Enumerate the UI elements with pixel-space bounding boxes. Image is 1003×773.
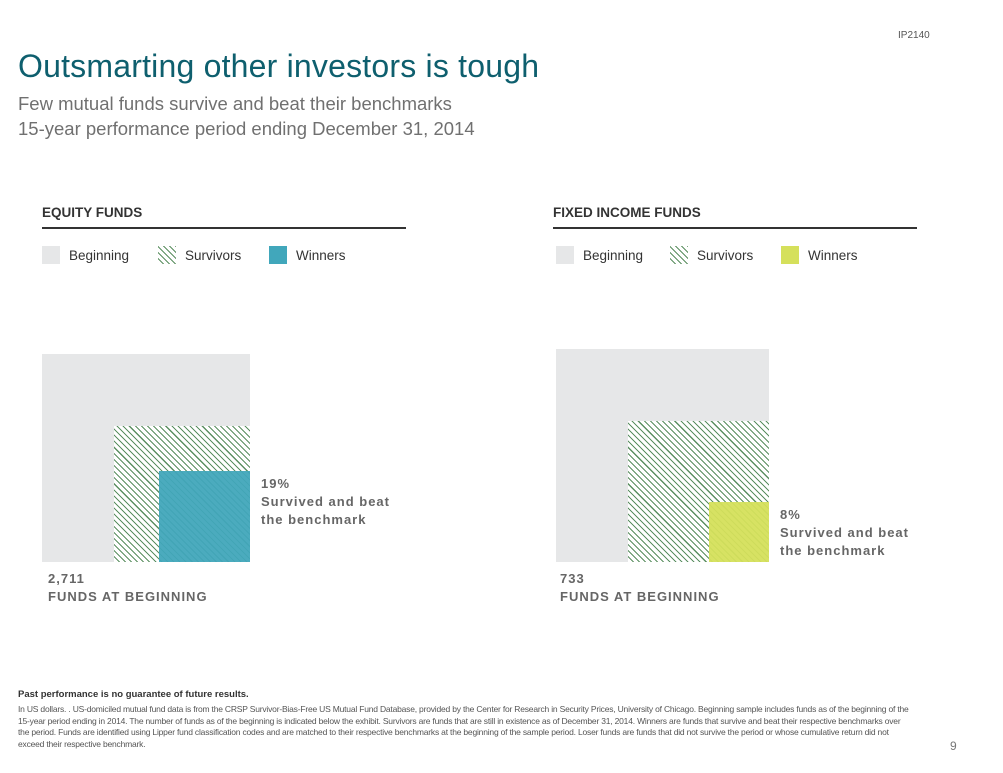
legend-label-beginning: Beginning	[583, 248, 644, 263]
slide-title: Outsmarting other investors is tough	[18, 48, 540, 84]
legend-label-winners: Winners	[296, 248, 346, 263]
fixed-income-panel-rule	[553, 227, 917, 229]
legend-swatch-survivors	[158, 246, 176, 264]
equity-funds-number: 2,711	[48, 571, 85, 586]
fixed-income-winners-text-2: the benchmark	[780, 542, 886, 558]
fixed-income-winners-text-1: Survived and beat	[780, 524, 909, 540]
equity-winners-square	[159, 471, 250, 562]
legend-label-beginning: Beginning	[69, 248, 130, 263]
page-number: 9	[950, 739, 957, 753]
equity-winners-pct: 19%	[261, 476, 291, 492]
equity-funds-label: FUNDS AT BEGINNING	[48, 589, 208, 604]
slide-subtitle-2: 15-year performance period ending Decemb…	[18, 118, 475, 139]
legend-swatch-winners	[781, 246, 799, 264]
legend-label-winners: Winners	[808, 248, 858, 263]
legend-swatch-winners	[269, 246, 287, 264]
legend-swatch-survivors	[670, 246, 688, 264]
fixed-income-winners-annotation: 8% Survived and beat the benchmark	[780, 506, 909, 560]
equity-winners-annotation: 19% Survived and beat the benchmark	[261, 475, 390, 529]
equity-panel-title: EQUITY FUNDS	[42, 205, 143, 220]
legend-swatch-beginning	[556, 246, 574, 264]
fixed-income-winners-square	[708, 501, 769, 562]
fixed-income-funds-number: 733	[560, 571, 585, 586]
fixed-income-winners-pct: 8%	[780, 506, 801, 522]
equity-funds-count: 2,711 FUNDS AT BEGINNING	[48, 570, 208, 606]
slide-code: IP2140	[898, 30, 930, 41]
footer-notes: In US dollars. . US-domiciled mutual fun…	[18, 704, 909, 749]
fixed-income-panel-title: FIXED INCOME FUNDS	[553, 205, 701, 220]
footer-disclaimer: Past performance is no guarantee of futu…	[18, 689, 249, 700]
legend-label-survivors: Survivors	[185, 248, 242, 263]
legend-swatch-beginning	[42, 246, 60, 264]
equity-winners-text-2: the benchmark	[261, 512, 367, 528]
equity-winners-text-1: Survived and beat	[261, 494, 390, 510]
fixed-income-funds-count: 733 FUNDS AT BEGINNING	[560, 570, 720, 606]
legend-label-survivors: Survivors	[697, 248, 754, 263]
equity-panel-rule	[42, 227, 406, 229]
fixed-income-funds-label: FUNDS AT BEGINNING	[560, 589, 720, 604]
slide-subtitle-1: Few mutual funds survive and beat their …	[18, 93, 452, 114]
